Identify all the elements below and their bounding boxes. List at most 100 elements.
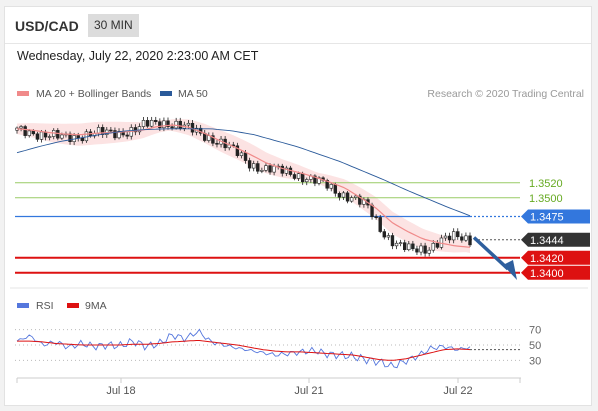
candle-body bbox=[374, 216, 378, 218]
candle-body bbox=[329, 184, 333, 189]
candle-body bbox=[431, 243, 435, 251]
rsi-tick-label: 50 bbox=[529, 340, 541, 352]
candle-body bbox=[272, 165, 276, 173]
forecast-arrow-shaft bbox=[472, 236, 510, 271]
support-price-tag-label: 1.3420 bbox=[530, 253, 564, 265]
candle-body bbox=[170, 126, 174, 129]
candle-body bbox=[447, 235, 452, 241]
candle-body bbox=[415, 248, 419, 253]
candle-body bbox=[211, 135, 215, 144]
candle-body bbox=[390, 235, 395, 247]
candle-body bbox=[317, 177, 321, 184]
candle-body bbox=[427, 249, 431, 254]
candle-body bbox=[468, 235, 472, 246]
candle-body bbox=[215, 142, 219, 145]
support-price-tag bbox=[521, 265, 590, 280]
candle-body bbox=[260, 170, 264, 172]
candle-body bbox=[80, 137, 84, 142]
candle-body bbox=[341, 192, 346, 198]
ma9-legend-label: 9MA bbox=[85, 300, 107, 312]
candle-body bbox=[345, 192, 350, 202]
ma20-legend-swatch bbox=[17, 91, 29, 96]
chart-datetime: Wednesday, July 22, 2020 2:23:00 AM CET bbox=[17, 49, 259, 63]
candle-body bbox=[239, 152, 244, 156]
candle-body bbox=[113, 130, 117, 139]
candle-body bbox=[101, 127, 105, 135]
candle-body bbox=[268, 165, 272, 173]
candle-body bbox=[292, 174, 297, 179]
ma9-legend-swatch bbox=[67, 303, 79, 308]
pivot-price-tag-label: 1.3475 bbox=[530, 212, 564, 224]
candle-body bbox=[109, 129, 113, 132]
rsi-pane: 70 50 30 bbox=[15, 325, 541, 369]
candle-body bbox=[39, 131, 44, 140]
candle-body bbox=[31, 130, 36, 135]
candle-body bbox=[378, 217, 382, 232]
x-axis-ticks: Jul 18 Jul 21 Jul 22 bbox=[106, 378, 473, 397]
rsi-tick-label: 30 bbox=[529, 355, 541, 367]
candle-body bbox=[407, 243, 411, 251]
candle-body bbox=[256, 163, 260, 172]
candle-body bbox=[284, 167, 289, 174]
chart-widget: USD/CAD 30 MIN Wednesday, July 22, 2020 … bbox=[4, 6, 592, 406]
candle-body bbox=[398, 242, 403, 244]
candle-body bbox=[403, 242, 407, 251]
candle-body bbox=[464, 235, 468, 241]
candle-body bbox=[305, 179, 309, 183]
candle-body bbox=[354, 195, 358, 198]
candle-body bbox=[60, 134, 64, 139]
candle-body bbox=[252, 163, 256, 169]
candle-body bbox=[300, 173, 305, 183]
candle-body bbox=[243, 152, 248, 161]
candle-body bbox=[174, 120, 178, 129]
candle-body bbox=[419, 245, 423, 253]
candle-body bbox=[247, 160, 252, 169]
x-tick-label: Jul 21 bbox=[294, 385, 323, 397]
pivot-price-tag bbox=[521, 209, 590, 224]
chart-header: USD/CAD 30 MIN bbox=[5, 7, 591, 44]
candle-body bbox=[325, 180, 329, 189]
candle-body bbox=[382, 231, 386, 238]
last-price-tag-label: 1.3444 bbox=[530, 235, 564, 247]
candle-body bbox=[137, 126, 142, 133]
ma50-legend-label: MA 50 bbox=[178, 88, 208, 100]
candle-body bbox=[460, 236, 464, 241]
rsi-tick-label: 70 bbox=[529, 325, 541, 337]
x-tick-label: Jul 18 bbox=[106, 385, 135, 397]
candle-body bbox=[162, 120, 166, 129]
candle-body bbox=[27, 130, 31, 136]
candle-body bbox=[435, 243, 440, 248]
candle-body bbox=[23, 126, 27, 136]
timeframe-badge[interactable]: 30 MIN bbox=[88, 14, 139, 37]
candle-body bbox=[84, 131, 89, 142]
candle-body bbox=[394, 242, 399, 247]
rsi-ma9-line bbox=[17, 340, 471, 361]
candle-body bbox=[333, 184, 338, 194]
candle-body bbox=[158, 121, 162, 129]
candle-body bbox=[96, 127, 101, 134]
candle-body bbox=[145, 120, 150, 127]
forecast-arrow-head bbox=[503, 260, 517, 280]
candle-body bbox=[125, 134, 129, 137]
candle-body bbox=[141, 120, 146, 127]
candle-body bbox=[154, 119, 158, 123]
candle-body bbox=[166, 120, 170, 128]
research-credit: Research © 2020 Trading Central bbox=[427, 88, 584, 100]
rsi-legend-label: RSI bbox=[36, 300, 54, 312]
rsi-line bbox=[16, 328, 471, 369]
candle-body bbox=[288, 167, 293, 175]
candle-body bbox=[149, 119, 154, 127]
last-price-tag bbox=[521, 232, 590, 247]
candle-body bbox=[423, 245, 427, 254]
candle-body bbox=[47, 136, 52, 138]
price-pane: 1.3520 1.3500 1.3475 1.3444 1.3420 1.3400 bbox=[15, 116, 590, 280]
ma50-line bbox=[16, 128, 471, 217]
candle-body bbox=[443, 235, 448, 239]
candle-body bbox=[358, 195, 362, 205]
resistance-level-label: 1.3520 bbox=[529, 178, 563, 190]
candle-body bbox=[133, 127, 138, 133]
resistance-level-label: 1.3500 bbox=[529, 193, 563, 205]
candle-body bbox=[186, 122, 191, 126]
support-price-tag-label: 1.3400 bbox=[530, 268, 564, 280]
